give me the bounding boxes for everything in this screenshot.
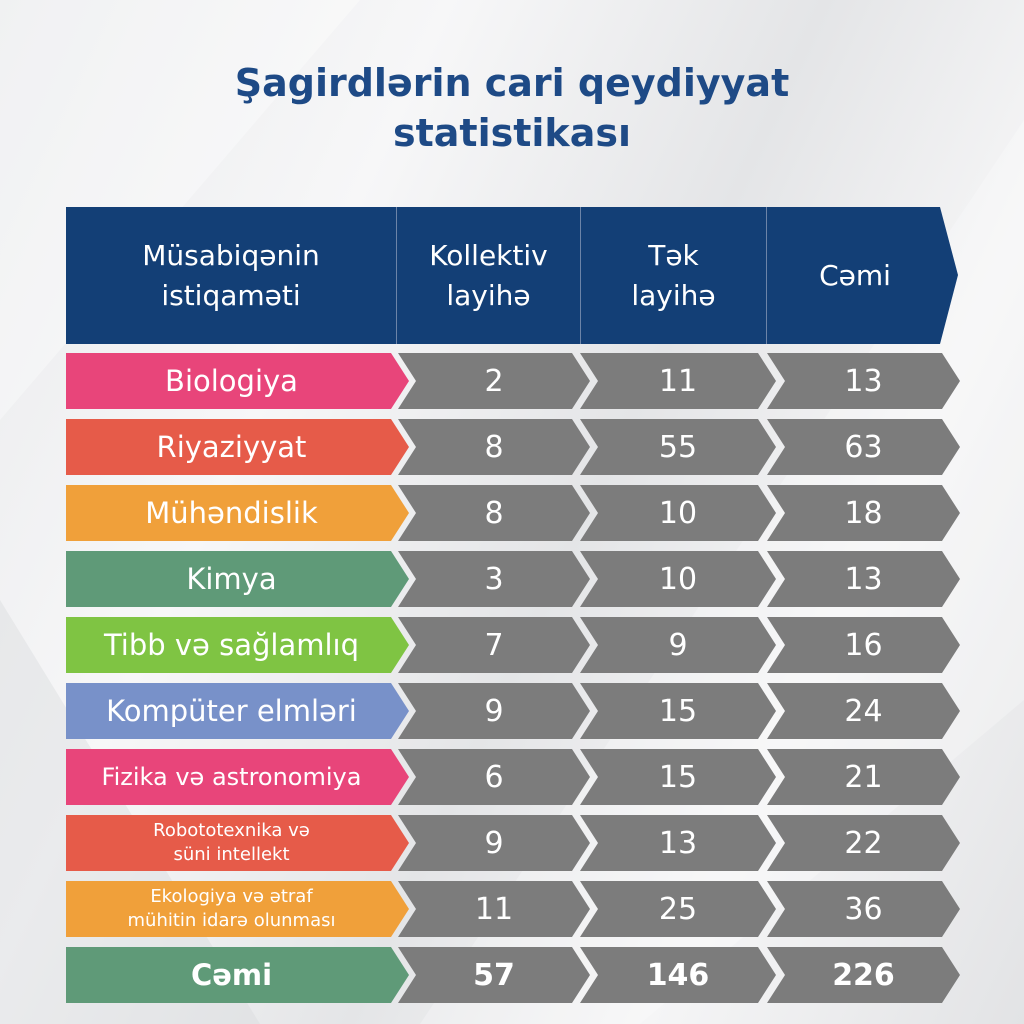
- row-total: 21: [767, 749, 960, 805]
- row-total: 18: [767, 485, 960, 541]
- row-total: 16: [767, 617, 960, 673]
- row-single: 25: [580, 881, 776, 937]
- row-collective: 3: [398, 551, 590, 607]
- row-total: 13: [767, 551, 960, 607]
- header-single: Tək layihə: [581, 207, 766, 344]
- total-row-label: Cəmi: [66, 947, 409, 1003]
- row-single: 15: [580, 749, 776, 805]
- row-label-riyaziyyat: Riyaziyyat: [66, 419, 409, 475]
- header-divider: [580, 207, 581, 344]
- header-total: Cəmi: [819, 258, 891, 292]
- row-label-biologiya: Biologiya: [66, 353, 409, 409]
- row-single: 10: [580, 485, 776, 541]
- row-single: 11: [580, 353, 776, 409]
- row-label-line1: Robototexnika və: [153, 820, 310, 841]
- row-label-robototexnika: Robototexnika və süni intellekt: [66, 815, 409, 871]
- row-total: 63: [767, 419, 960, 475]
- row-collective: 7: [398, 617, 590, 673]
- row-label-fizika: Fizika və astronomiya: [66, 749, 409, 805]
- row-total: 22: [767, 815, 960, 871]
- table-header: Müsabiqənin istiqaməti Kollektiv layihə …: [66, 207, 958, 344]
- row-label-komputer: Kompüter elmləri: [66, 683, 409, 739]
- row-single: 55: [580, 419, 776, 475]
- page-title: Şagirdlərin cari qeydiyyat statistikası: [0, 58, 1024, 158]
- row-collective: 9: [398, 683, 590, 739]
- header-collective-line1: Kollektiv: [429, 238, 548, 272]
- header-single-line1: Tək: [648, 238, 699, 272]
- row-collective: 8: [398, 485, 590, 541]
- row-single: 15: [580, 683, 776, 739]
- row-collective: 8: [398, 419, 590, 475]
- row-total: 36: [767, 881, 960, 937]
- header-collective: Kollektiv layihə: [397, 207, 580, 344]
- total-collective: 57: [398, 947, 590, 1003]
- header-direction: Müsabiqənin istiqaməti: [66, 207, 396, 344]
- row-single: 9: [580, 617, 776, 673]
- row-single: 13: [580, 815, 776, 871]
- row-label-kimya: Kimya: [66, 551, 409, 607]
- header-direction-line2: istiqaməti: [161, 278, 301, 312]
- row-collective: 11: [398, 881, 590, 937]
- header-divider: [396, 207, 397, 344]
- row-total: 24: [767, 683, 960, 739]
- row-total: 13: [767, 353, 960, 409]
- row-collective: 6: [398, 749, 590, 805]
- row-collective: 2: [398, 353, 590, 409]
- total-single: 146: [580, 947, 776, 1003]
- total-total: 226: [767, 947, 960, 1003]
- header-direction-line1: Müsabiqənin: [142, 238, 320, 272]
- header-collective-line2: layihə: [446, 278, 531, 312]
- header-divider: [766, 207, 767, 344]
- row-label-ekologiya: Ekologiya və ətraf mühitin idarə olunmas…: [66, 881, 409, 937]
- title-line-1: Şagirdlərin cari qeydiyyat: [234, 61, 790, 105]
- title-line-2: statistikası: [393, 111, 631, 155]
- row-collective: 9: [398, 815, 590, 871]
- row-label-line2: süni intellekt: [173, 844, 290, 865]
- row-label-line2: mühitin idarə olunması: [127, 910, 336, 931]
- header-single-line2: layihə: [631, 278, 716, 312]
- row-label-muhendislik: Mühəndislik: [66, 485, 409, 541]
- row-label-line1: Ekologiya və ətraf: [150, 886, 313, 907]
- row-single: 10: [580, 551, 776, 607]
- row-label-tibb: Tibb və sağlamlıq: [66, 617, 409, 673]
